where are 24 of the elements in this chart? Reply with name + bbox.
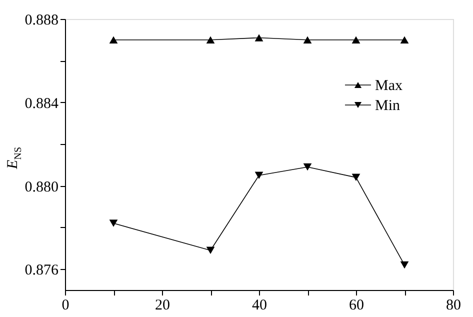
y-tick-label: 0.888: [24, 12, 58, 28]
point: [254, 34, 264, 42]
legend-label: Max: [375, 78, 403, 94]
point: [206, 246, 215, 254]
point: [303, 163, 312, 171]
point: [352, 36, 360, 44]
x-tick-label: 20: [155, 298, 170, 314]
point: [303, 36, 312, 44]
y-axis-title: ENS: [5, 146, 24, 170]
y-tick-label: 0.884: [24, 96, 59, 112]
point: [400, 261, 409, 269]
point: [109, 36, 118, 44]
x-tick-label: 0: [62, 298, 70, 314]
point: [400, 36, 409, 44]
y-tick-label: 0.876: [24, 262, 59, 279]
x-tick-label: 60: [349, 298, 364, 314]
point: [109, 220, 118, 227]
legend-label: Min: [375, 98, 401, 114]
point: [352, 174, 360, 182]
point: [254, 172, 264, 179]
point: [206, 36, 215, 44]
x-tick-label: 40: [252, 298, 267, 314]
y-tick-label: 0.880: [24, 179, 58, 196]
x-tick-label: 80: [446, 298, 461, 314]
